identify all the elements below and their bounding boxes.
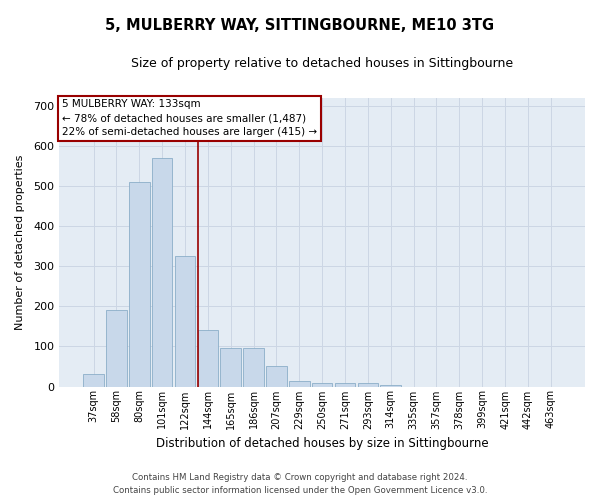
Bar: [243, 348, 264, 387]
Bar: [335, 382, 355, 386]
Text: 5, MULBERRY WAY, SITTINGBOURNE, ME10 3TG: 5, MULBERRY WAY, SITTINGBOURNE, ME10 3TG: [106, 18, 494, 32]
Bar: [220, 348, 241, 387]
X-axis label: Distribution of detached houses by size in Sittingbourne: Distribution of detached houses by size …: [156, 437, 488, 450]
Bar: [289, 380, 310, 386]
Bar: [358, 382, 378, 386]
Bar: [175, 256, 195, 386]
Y-axis label: Number of detached properties: Number of detached properties: [15, 154, 25, 330]
Bar: [83, 374, 104, 386]
Text: 5 MULBERRY WAY: 133sqm
← 78% of detached houses are smaller (1,487)
22% of semi-: 5 MULBERRY WAY: 133sqm ← 78% of detached…: [62, 100, 317, 138]
Text: Contains HM Land Registry data © Crown copyright and database right 2024.
Contai: Contains HM Land Registry data © Crown c…: [113, 474, 487, 495]
Bar: [266, 366, 287, 386]
Bar: [197, 330, 218, 386]
Bar: [152, 158, 172, 386]
Title: Size of property relative to detached houses in Sittingbourne: Size of property relative to detached ho…: [131, 58, 513, 70]
Bar: [312, 382, 332, 386]
Bar: [106, 310, 127, 386]
Bar: [380, 384, 401, 386]
Bar: [129, 182, 149, 386]
